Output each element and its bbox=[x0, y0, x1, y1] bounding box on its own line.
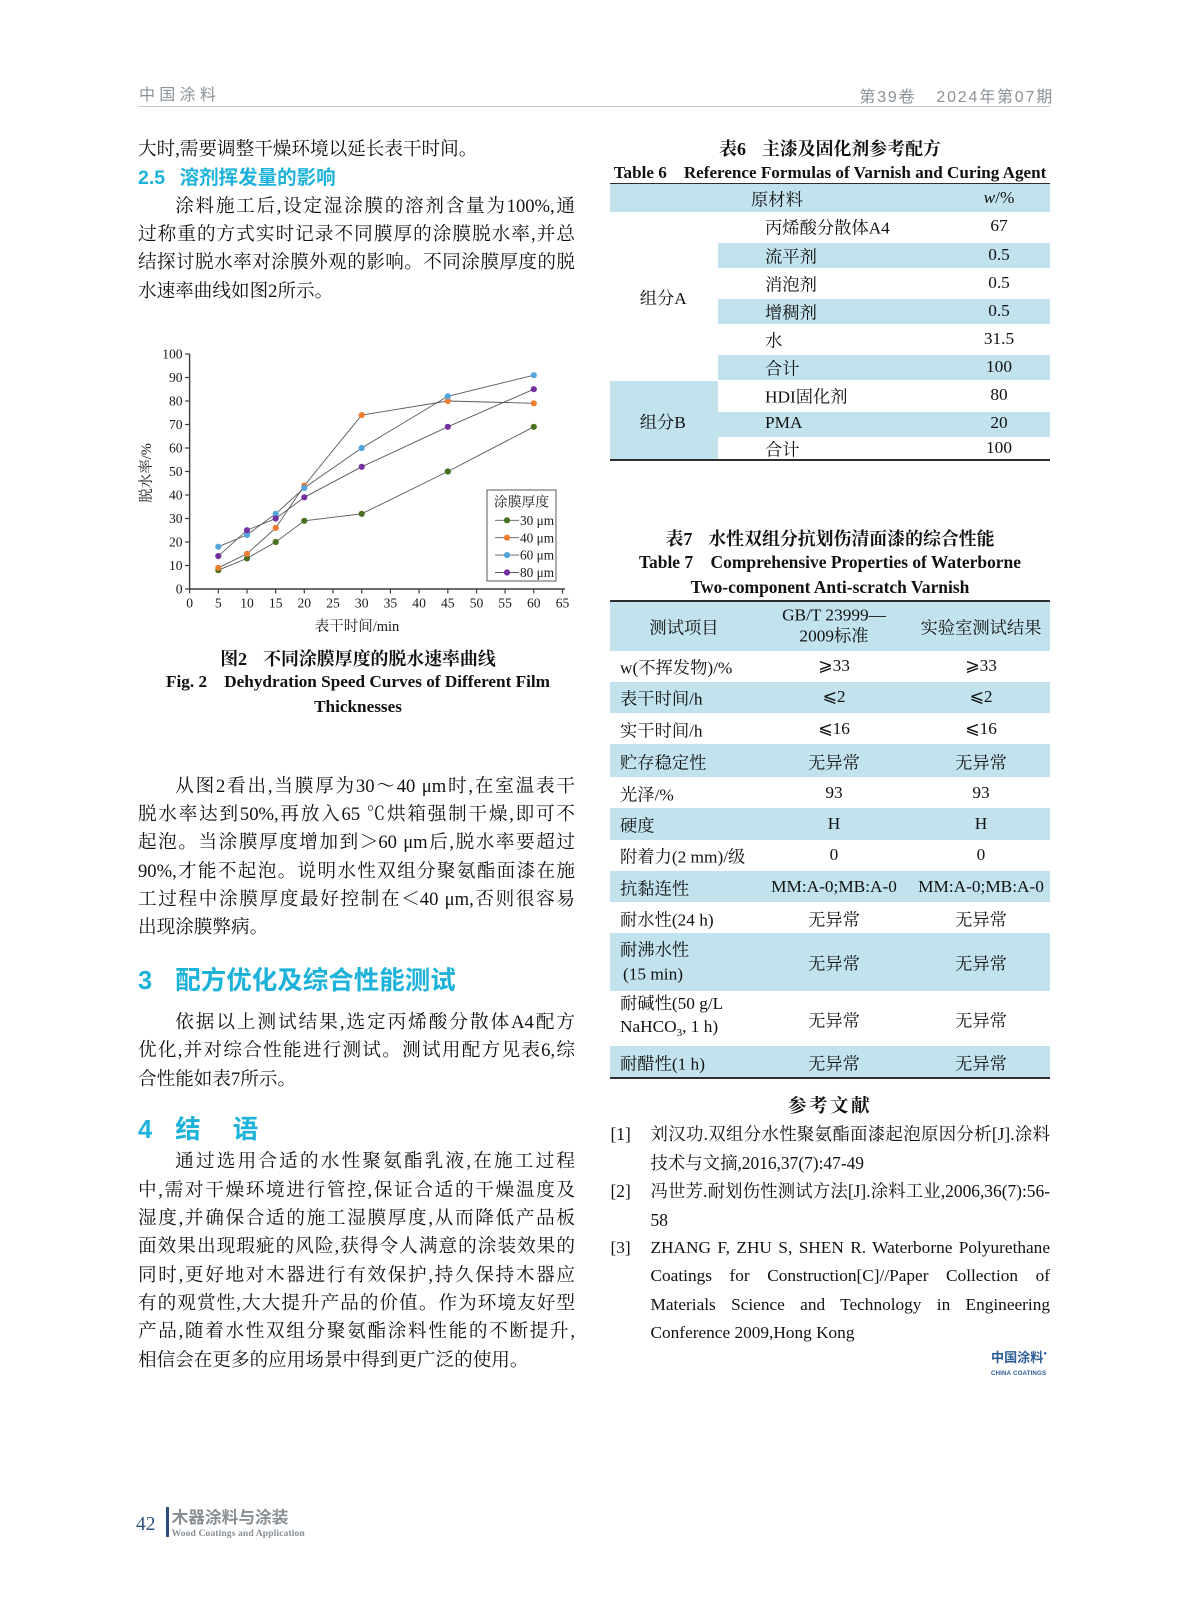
svg-text:65: 65 bbox=[556, 596, 570, 611]
svg-text:40: 40 bbox=[169, 488, 183, 503]
svg-text:30: 30 bbox=[355, 596, 369, 611]
svg-text:涂膜厚度: 涂膜厚度 bbox=[494, 494, 549, 510]
svg-text:70: 70 bbox=[169, 417, 183, 432]
svg-text:90: 90 bbox=[169, 370, 183, 385]
svg-text:30: 30 bbox=[169, 511, 183, 526]
svg-text:20: 20 bbox=[298, 596, 312, 611]
svg-text:25: 25 bbox=[326, 596, 340, 611]
svg-text:80: 80 bbox=[169, 394, 183, 409]
svg-text:60 μm: 60 μm bbox=[520, 548, 555, 563]
svg-text:100: 100 bbox=[162, 347, 183, 362]
svg-text:45: 45 bbox=[441, 596, 455, 611]
svg-text:40 μm: 40 μm bbox=[520, 530, 555, 545]
svg-text:55: 55 bbox=[498, 596, 512, 611]
svg-text:10: 10 bbox=[169, 558, 183, 573]
svg-text:表干时间/min: 表干时间/min bbox=[315, 617, 400, 635]
svg-text:30 μm: 30 μm bbox=[520, 513, 555, 528]
svg-text:35: 35 bbox=[384, 596, 398, 611]
svg-text:0: 0 bbox=[176, 582, 183, 597]
svg-text:40: 40 bbox=[412, 596, 426, 611]
svg-text:80 μm: 80 μm bbox=[520, 565, 555, 580]
svg-text:60: 60 bbox=[169, 441, 183, 456]
svg-text:50: 50 bbox=[169, 464, 183, 479]
svg-text:20: 20 bbox=[169, 535, 183, 550]
svg-text:脱水率/%: 脱水率/% bbox=[138, 443, 155, 503]
svg-text:60: 60 bbox=[527, 596, 541, 611]
svg-text:10: 10 bbox=[240, 596, 254, 611]
svg-text:50: 50 bbox=[470, 596, 484, 611]
svg-text:0: 0 bbox=[186, 596, 193, 611]
svg-text:5: 5 bbox=[215, 596, 222, 611]
svg-text:15: 15 bbox=[269, 596, 283, 611]
